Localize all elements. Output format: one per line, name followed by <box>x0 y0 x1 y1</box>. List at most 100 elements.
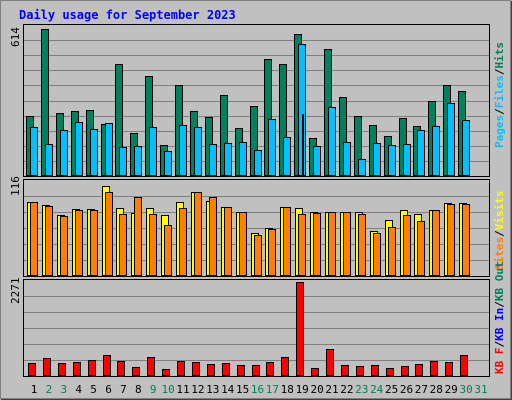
kbytes-kb-f-bar <box>311 368 319 376</box>
visits-sites-bar <box>149 214 157 276</box>
kbytes-kb-f-bar <box>88 360 96 376</box>
hits-files-bar <box>179 125 187 176</box>
visits-sites-bar <box>209 197 217 276</box>
kbytes-kb-f-bar <box>177 361 185 376</box>
kbytes-ymax-label: 2271 <box>9 278 22 305</box>
kbytes-kb-f-bar <box>326 349 334 376</box>
visits-panel-frame <box>23 179 490 277</box>
hits-files-bar <box>328 107 336 176</box>
visits-sites-bar <box>328 212 336 276</box>
kbytes-kb-f-bar <box>460 355 468 376</box>
hits-files-bar <box>268 119 276 176</box>
hits-files-bar <box>447 103 455 176</box>
day-label: 10 <box>161 383 174 396</box>
legend-sites: Sites <box>493 237 506 270</box>
legend-visits-sites: Sites/Visits <box>493 191 506 271</box>
hits-files-bar <box>209 144 217 176</box>
visits-sites-bar <box>388 227 396 276</box>
hits-files-bar <box>358 159 366 176</box>
hits-files-bar <box>75 122 83 176</box>
kbytes-kb-f-bar <box>386 368 394 376</box>
visits-sites-bar <box>239 212 247 276</box>
hits-files-bar <box>105 123 113 176</box>
hits-files-bar <box>149 127 157 176</box>
kbytes-kb-f-bar <box>266 362 274 376</box>
hits-files-bar <box>403 144 411 176</box>
visits-sites-bar <box>134 197 142 276</box>
visits-sites-bar <box>179 208 187 276</box>
day-label: 30 <box>459 383 472 396</box>
hits-files-bar <box>194 127 202 176</box>
day-label: 5 <box>90 383 97 396</box>
kbytes-kb-f-bar <box>341 365 349 376</box>
day-label: 1 <box>31 383 38 396</box>
hits-files-bar <box>134 146 142 176</box>
visits-sites-bar <box>343 212 351 276</box>
day-label: 19 <box>296 383 309 396</box>
hits-pages-bar <box>302 114 304 176</box>
hits-files-bar <box>60 130 68 176</box>
day-label: 20 <box>310 383 323 396</box>
day-label: 11 <box>176 383 189 396</box>
kbytes-kb-f-bar <box>147 357 155 376</box>
visits-sites-bar <box>358 214 366 276</box>
legend-files: Files <box>493 75 506 108</box>
hits-files-bar <box>373 143 381 176</box>
legend-sep-4: / <box>493 341 506 348</box>
visits-sites-bar <box>403 215 411 276</box>
kbytes-kb-f-bar <box>237 365 245 376</box>
visits-ymax-label: 116 <box>9 176 22 196</box>
legend-kb-out: KB Out <box>493 261 506 301</box>
legend-sep-3: / <box>493 230 506 237</box>
legend-kb-f: KB F <box>493 348 506 375</box>
kbytes-kb-f-bar <box>117 361 125 376</box>
kbytes-kb-f-bar <box>207 364 215 376</box>
kbytes-kb-f-bar <box>252 365 260 376</box>
kbytes-kb-f-bar <box>28 363 36 376</box>
kbytes-kb-f-bar <box>356 366 364 376</box>
visits-sites-bar <box>194 192 202 276</box>
visits-sites-bar <box>417 221 425 276</box>
hits-files-bar <box>90 129 98 176</box>
hits-files-bar <box>45 144 53 176</box>
hits-files-bar <box>432 126 440 176</box>
kbytes-kb-f-bar <box>371 365 379 376</box>
hits-files-bar <box>119 147 127 176</box>
day-label: 29 <box>445 383 458 396</box>
kbytes-kb-f-bar <box>162 369 170 376</box>
day-label: 22 <box>340 383 353 396</box>
hits-files-bar <box>164 151 172 176</box>
hits-files-bar <box>343 142 351 176</box>
day-label: 14 <box>221 383 235 396</box>
kbytes-kb-f-bar <box>222 363 230 376</box>
day-label: 4 <box>75 383 82 396</box>
hits-files-bar <box>224 143 232 176</box>
visits-sites-bar <box>224 207 232 276</box>
hits-files-bar <box>30 127 38 176</box>
kbytes-kb-f-bar <box>296 282 304 376</box>
day-label: 8 <box>135 383 142 396</box>
day-label: 15 <box>236 383 249 396</box>
hits-files-bar <box>254 150 262 176</box>
day-label: 2 <box>46 383 53 396</box>
day-label: 23 <box>355 383 368 396</box>
kbytes-kb-f-bar <box>430 361 438 376</box>
legend-kb-in: KB In <box>493 308 506 341</box>
visits-sites-bar <box>373 233 381 276</box>
legend-hits: Hits <box>493 42 506 69</box>
hits-files-bar <box>313 146 321 176</box>
chart-title: Daily usage for September 2023 <box>19 8 236 22</box>
visits-sites-bar <box>283 207 291 276</box>
visits-sites-bar <box>313 213 321 276</box>
kbytes-kb-f-bar <box>415 364 423 376</box>
day-label: 31 <box>474 383 487 396</box>
kbytes-kb-f-bar <box>103 355 111 376</box>
visits-sites-bar <box>432 210 440 276</box>
visits-sites-bar <box>60 216 68 276</box>
legend-sep-5: / <box>493 301 506 308</box>
day-label: 18 <box>281 383 294 396</box>
visits-sites-bar <box>268 229 276 276</box>
kbytes-kb-f-bar <box>58 363 66 376</box>
